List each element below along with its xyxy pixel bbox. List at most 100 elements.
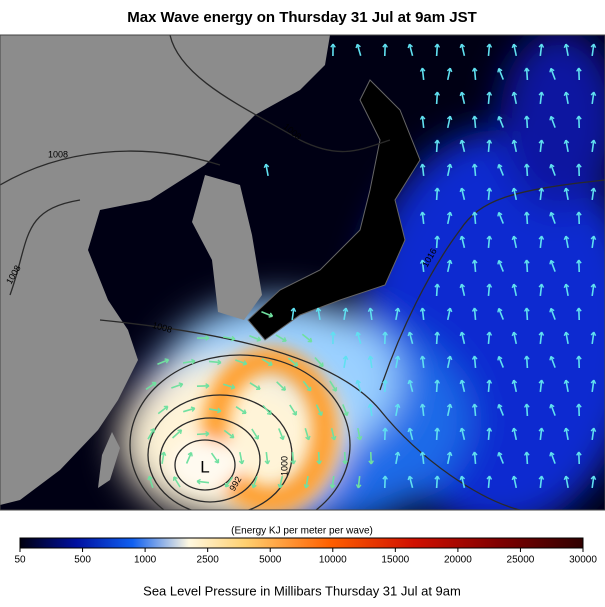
wave-arrow-head [549, 355, 555, 361]
wave-arrow [487, 139, 491, 153]
wave-arrow-head [264, 460, 271, 465]
wave-arrow [421, 355, 425, 369]
wave-arrow [435, 331, 439, 345]
wave-arrow [591, 331, 595, 345]
wave-arrow [249, 382, 261, 390]
wave-arrow-head [305, 435, 311, 441]
wave-arrow-head [563, 283, 570, 289]
wave-arrow [421, 163, 425, 177]
wave-arrow-head [330, 331, 336, 336]
wave-arrow [435, 43, 439, 57]
wave-arrow-head [459, 187, 466, 193]
wave-arrow [497, 308, 505, 320]
wave-arrow [539, 283, 543, 297]
wave-arrow [302, 380, 312, 392]
wave-arrow [275, 334, 287, 342]
wave-arrow [525, 259, 529, 273]
wave-arrow [408, 379, 414, 393]
colorbar-tick-label: 1000 [134, 555, 157, 566]
wave-arrow [591, 475, 595, 489]
low-label: L [200, 457, 209, 476]
wave-arrow-head [332, 387, 338, 392]
wave-arrow [487, 427, 491, 441]
wave-arrow [330, 427, 336, 441]
wave-arrow-head [282, 337, 287, 343]
wave-arrow-head [538, 235, 545, 240]
wave-arrow [356, 380, 362, 392]
colorbar-tick-label: 20000 [444, 555, 472, 566]
wave-arrow [473, 355, 477, 369]
wave-arrow-head [394, 355, 401, 361]
wave-arrow [460, 427, 466, 441]
wave-arrow [497, 404, 505, 416]
wave-arrow-head [459, 331, 466, 337]
wave-arrow-head [268, 361, 273, 367]
wave-arrow [487, 187, 491, 201]
colorbar-label: (Energy KJ per meter per wave) [231, 526, 373, 537]
wave-arrow-head [459, 283, 466, 289]
wave-arrow-head [486, 43, 493, 48]
wave-arrow [446, 163, 452, 177]
wave-arrow [421, 403, 425, 417]
wave-arrow-head [382, 379, 388, 384]
wave-arrow-head [446, 115, 453, 121]
wave-arrow-head [590, 427, 597, 432]
wave-arrow-head [407, 379, 413, 385]
wave-arrow [565, 139, 569, 153]
wave-arrow-head [471, 403, 478, 408]
wave-arrow [224, 476, 234, 488]
isobar [99, 319, 521, 510]
wave-arrow [183, 407, 195, 413]
wave-arrow-head [407, 427, 413, 433]
wave-arrow [446, 211, 452, 225]
wave-arrow-head [205, 430, 210, 437]
wave-arrow [171, 383, 183, 389]
wave-arrow [356, 332, 362, 344]
wave-arrow-head [511, 283, 518, 289]
wave-arrow [539, 43, 543, 57]
wave-arrow-head [281, 386, 287, 391]
wave-arrow [550, 68, 556, 80]
wave-arrow-head [549, 259, 555, 265]
wave-arrow-head [486, 235, 493, 240]
wave-arrow-head [459, 475, 466, 481]
wave-arrow-head [549, 307, 555, 313]
wave-arrow-head [229, 433, 235, 439]
wave-arrow-head [497, 163, 503, 169]
wave-arrow-head [434, 475, 441, 480]
wave-arrow-head [538, 139, 545, 144]
wave-arrow-head [538, 187, 545, 192]
wave-arrow-head [342, 460, 348, 465]
wave-arrow-head [419, 451, 426, 456]
wave-arrow-head [187, 451, 193, 457]
wave-arrow [173, 476, 181, 488]
wave-arrow-head [343, 411, 349, 417]
wave-arrow [223, 383, 235, 389]
wave-arrow-head [217, 359, 222, 366]
wave-arrow-head [511, 91, 518, 97]
wave-arrow [487, 235, 491, 249]
wave-arrow [539, 331, 543, 345]
wave-arrow-head [523, 211, 530, 216]
footer: Sea Level Pressure in Millibars Thursday… [143, 583, 461, 598]
wave-arrow [487, 475, 491, 489]
wave-arrow-head [459, 91, 466, 97]
wave-arrow [487, 331, 491, 345]
wave-arrow [487, 379, 491, 393]
wave-arrow [395, 355, 399, 369]
wave-arrow [262, 404, 272, 416]
wave-arrow [473, 211, 477, 225]
wave-arrow-head [497, 355, 503, 361]
wave-arrow [525, 115, 529, 129]
wave-arrow-head [446, 451, 453, 457]
wave-arrow-head [407, 43, 413, 49]
wave-arrow [539, 235, 543, 249]
wave-arrow [565, 235, 569, 249]
wave-arrow-head [471, 211, 478, 216]
wave-arrow [301, 333, 313, 343]
wave-arrow [497, 260, 505, 272]
wave-arrow-head [434, 235, 441, 240]
wave-arrow-head [576, 211, 582, 216]
wave-arrow-head [330, 435, 337, 441]
wave-arrow [591, 427, 595, 441]
